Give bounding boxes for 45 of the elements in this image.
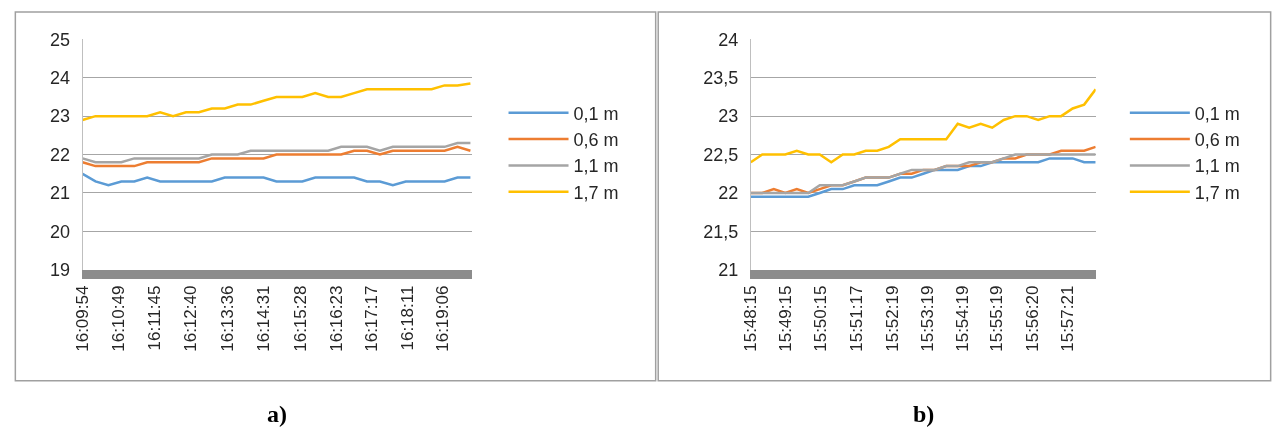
x-tick-label: 15:50:15 <box>810 285 830 352</box>
legend-label: 0,6 m <box>573 130 619 151</box>
x-tick-label: 15:53:19 <box>917 285 937 352</box>
x-tick-label: 16:11:45 <box>145 285 165 351</box>
y-tick-label: 21 <box>718 260 739 281</box>
x-tick-label: 15:51:17 <box>846 285 866 352</box>
x-tick-label: 16:17:17 <box>362 285 382 352</box>
y-tick-label: 24 <box>49 68 70 89</box>
y-tick-label: 24 <box>718 29 739 50</box>
x-tick-label: 15:56:20 <box>1022 285 1042 352</box>
legend-label: 1,7 m <box>1194 182 1240 203</box>
y-tick-label: 21 <box>49 183 70 204</box>
x-tick-label: 16:12:40 <box>181 285 201 352</box>
text: a) <box>267 401 287 427</box>
legend-label: 0,6 m <box>1194 130 1240 151</box>
y-tick-label: 25 <box>49 29 70 50</box>
y-tick-label: 22 <box>718 183 739 204</box>
x-tick-label: 15:48:15 <box>741 285 761 352</box>
x-tick-label: 15:57:21 <box>1058 285 1078 352</box>
x-tick-label: 16:14:31 <box>253 285 273 352</box>
legend-label: 1,1 m <box>1194 156 1240 177</box>
x-tick-label: 15:54:19 <box>952 285 972 352</box>
x-tick-label: 16:09:54 <box>73 285 93 352</box>
legend-label: 0,1 m <box>1194 103 1240 124</box>
x-tick-label: 16:16:23 <box>327 285 347 352</box>
legend-label: 0,1 m <box>573 103 619 124</box>
x-tick-label: 16:18:11 <box>397 285 417 351</box>
x-tick-label: 16:10:49 <box>109 285 129 352</box>
x-tick-label: 16:19:06 <box>433 285 453 352</box>
text: b) <box>913 401 935 427</box>
y-tick-label: 23 <box>718 106 739 127</box>
legend-label: 1,1 m <box>573 156 619 177</box>
legend-label: 1,7 m <box>573 182 619 203</box>
y-tick-label: 23,5 <box>703 68 739 89</box>
y-tick-label: 20 <box>49 221 70 242</box>
y-tick-label: 22 <box>49 144 70 165</box>
x-tick-label: 15:55:19 <box>987 285 1007 352</box>
y-tick-label: 19 <box>49 260 70 281</box>
x-tick-label: 16:13:36 <box>218 285 238 352</box>
y-tick-label: 23 <box>49 106 70 127</box>
x-tick-label: 15:52:19 <box>882 285 902 352</box>
y-tick-label: 22,5 <box>703 144 739 165</box>
x-tick-label: 15:49:15 <box>776 285 796 352</box>
x-tick-label: 16:15:28 <box>291 285 311 352</box>
y-tick-label: 21,5 <box>703 221 739 242</box>
